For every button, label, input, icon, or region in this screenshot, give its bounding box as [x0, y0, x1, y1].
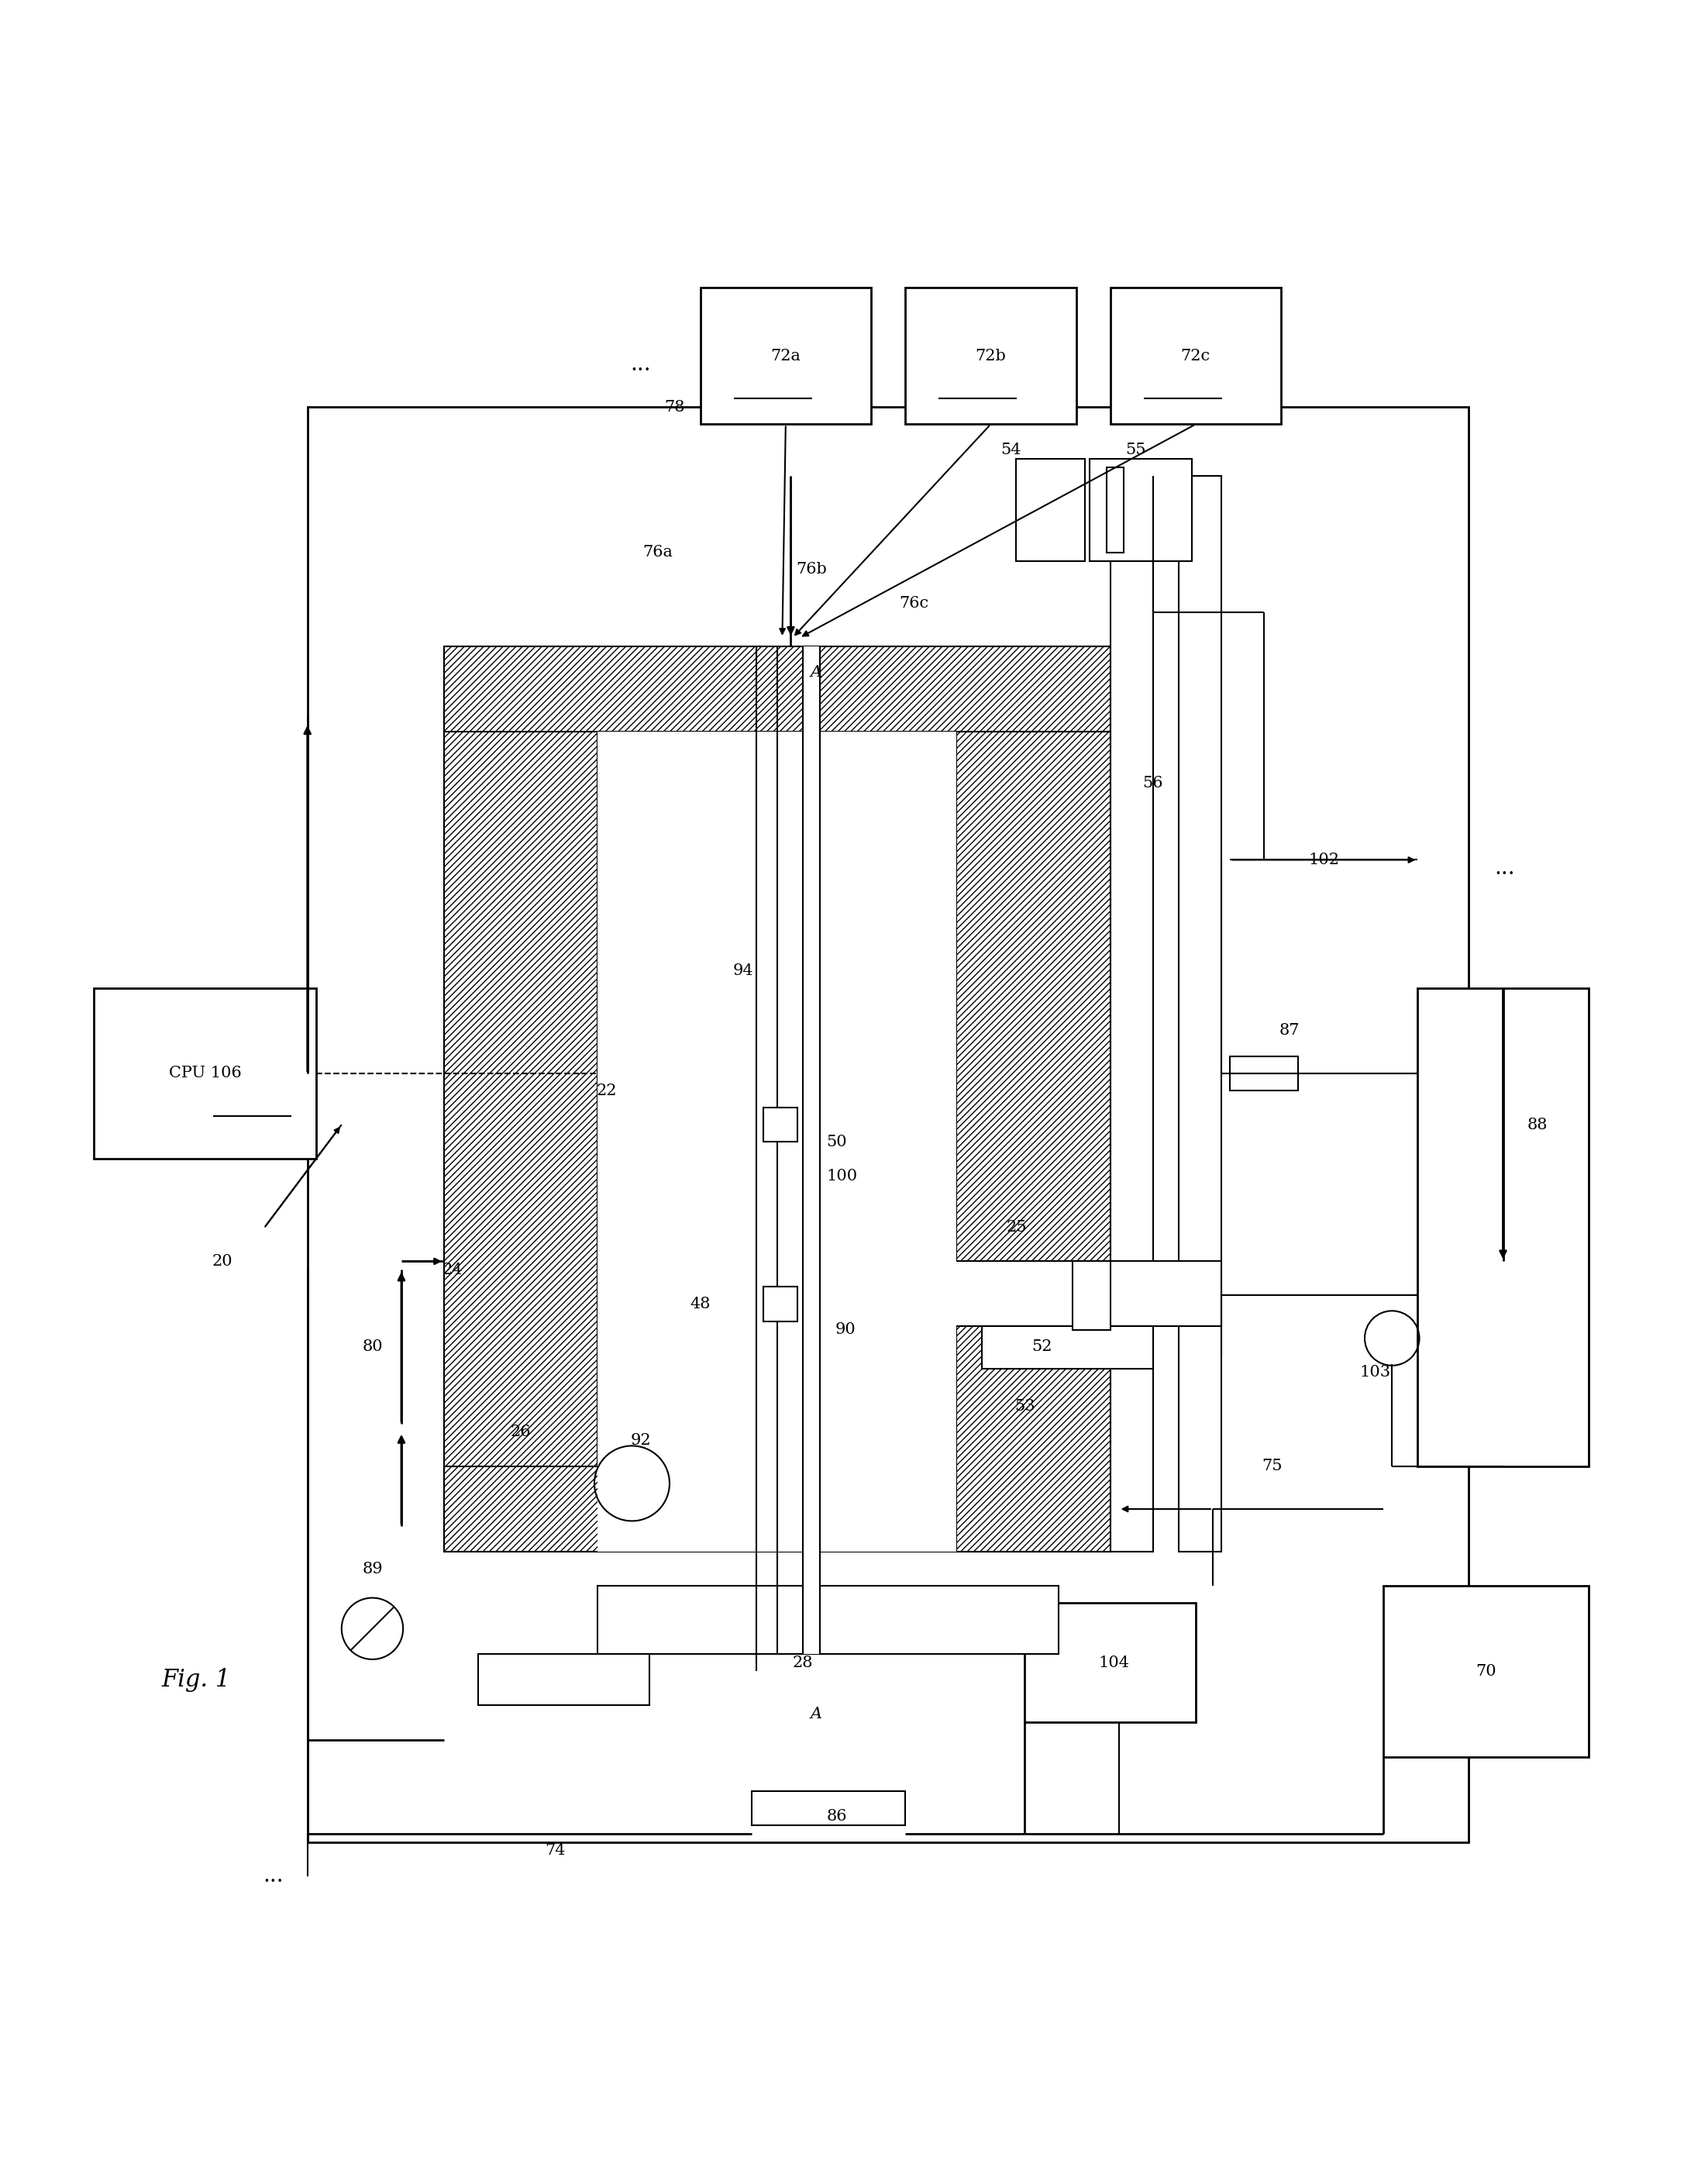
Bar — [598, 1586, 1059, 1653]
Text: 76b: 76b — [796, 563, 827, 576]
Text: 90: 90 — [835, 1322, 856, 1337]
Text: 80: 80 — [362, 1339, 383, 1354]
Text: ...: ... — [1494, 857, 1515, 879]
Text: 102: 102 — [1308, 853, 1339, 868]
Bar — [956, 646, 1110, 1551]
Bar — [444, 1466, 1110, 1551]
Text: 87: 87 — [1279, 1023, 1300, 1038]
Text: 74: 74 — [545, 1843, 565, 1858]
Text: 76c: 76c — [898, 595, 929, 611]
Text: 28: 28 — [793, 1655, 813, 1671]
Text: ...: ... — [630, 353, 651, 375]
Bar — [1107, 467, 1124, 552]
Bar — [752, 1791, 905, 1825]
Bar — [1090, 458, 1192, 561]
Bar — [803, 646, 820, 1653]
Text: 88: 88 — [1527, 1117, 1547, 1132]
Bar — [700, 288, 871, 425]
Bar — [478, 1653, 649, 1706]
Bar — [444, 646, 598, 1551]
Bar — [1179, 475, 1221, 1551]
Bar — [905, 288, 1076, 425]
Text: CPU 106: CPU 106 — [169, 1067, 241, 1082]
Bar — [1383, 1586, 1588, 1756]
Text: 103: 103 — [1360, 1365, 1390, 1381]
Bar — [1016, 458, 1085, 561]
Bar — [598, 733, 956, 1551]
Bar — [307, 408, 1469, 1843]
Text: 22: 22 — [596, 1084, 617, 1097]
Text: 50: 50 — [827, 1134, 847, 1149]
Text: 100: 100 — [827, 1169, 857, 1184]
Text: 54: 54 — [1001, 443, 1021, 458]
Bar — [956, 733, 1110, 1551]
Text: A: A — [811, 665, 822, 678]
Text: Fig. 1: Fig. 1 — [162, 1668, 231, 1692]
Text: ...: ... — [263, 1865, 284, 1887]
Bar — [444, 646, 1110, 733]
Text: 92: 92 — [630, 1433, 651, 1448]
Text: 56: 56 — [1143, 776, 1163, 790]
Bar — [763, 1287, 798, 1322]
Text: 70: 70 — [1476, 1664, 1496, 1679]
Bar — [1110, 475, 1153, 1551]
Text: 53: 53 — [1015, 1400, 1035, 1413]
Text: 24: 24 — [442, 1263, 463, 1278]
Text: 25: 25 — [1006, 1219, 1027, 1234]
Text: 72a: 72a — [770, 349, 801, 364]
Text: 94: 94 — [733, 964, 753, 979]
Text: 78: 78 — [664, 399, 685, 414]
Text: A: A — [811, 1708, 822, 1721]
Text: 89: 89 — [362, 1562, 383, 1577]
Bar — [1025, 1603, 1196, 1723]
Text: 20: 20 — [212, 1254, 232, 1269]
Bar — [948, 1261, 1221, 1326]
Text: 76a: 76a — [642, 545, 673, 561]
Text: 104: 104 — [1098, 1655, 1129, 1671]
Text: 86: 86 — [827, 1808, 847, 1823]
Text: 55: 55 — [1126, 443, 1146, 458]
Bar — [1110, 288, 1281, 425]
Text: 48: 48 — [690, 1298, 711, 1311]
Bar — [982, 1326, 1153, 1370]
Bar — [1230, 1056, 1298, 1090]
Text: 72b: 72b — [975, 349, 1006, 364]
Text: 26: 26 — [511, 1424, 531, 1439]
Bar — [1418, 988, 1588, 1466]
Bar — [1073, 1261, 1110, 1330]
Bar — [763, 1108, 798, 1141]
Text: 72c: 72c — [1180, 349, 1211, 364]
Text: 75: 75 — [1262, 1459, 1283, 1474]
Text: 52: 52 — [1032, 1339, 1052, 1354]
Bar — [94, 988, 316, 1158]
